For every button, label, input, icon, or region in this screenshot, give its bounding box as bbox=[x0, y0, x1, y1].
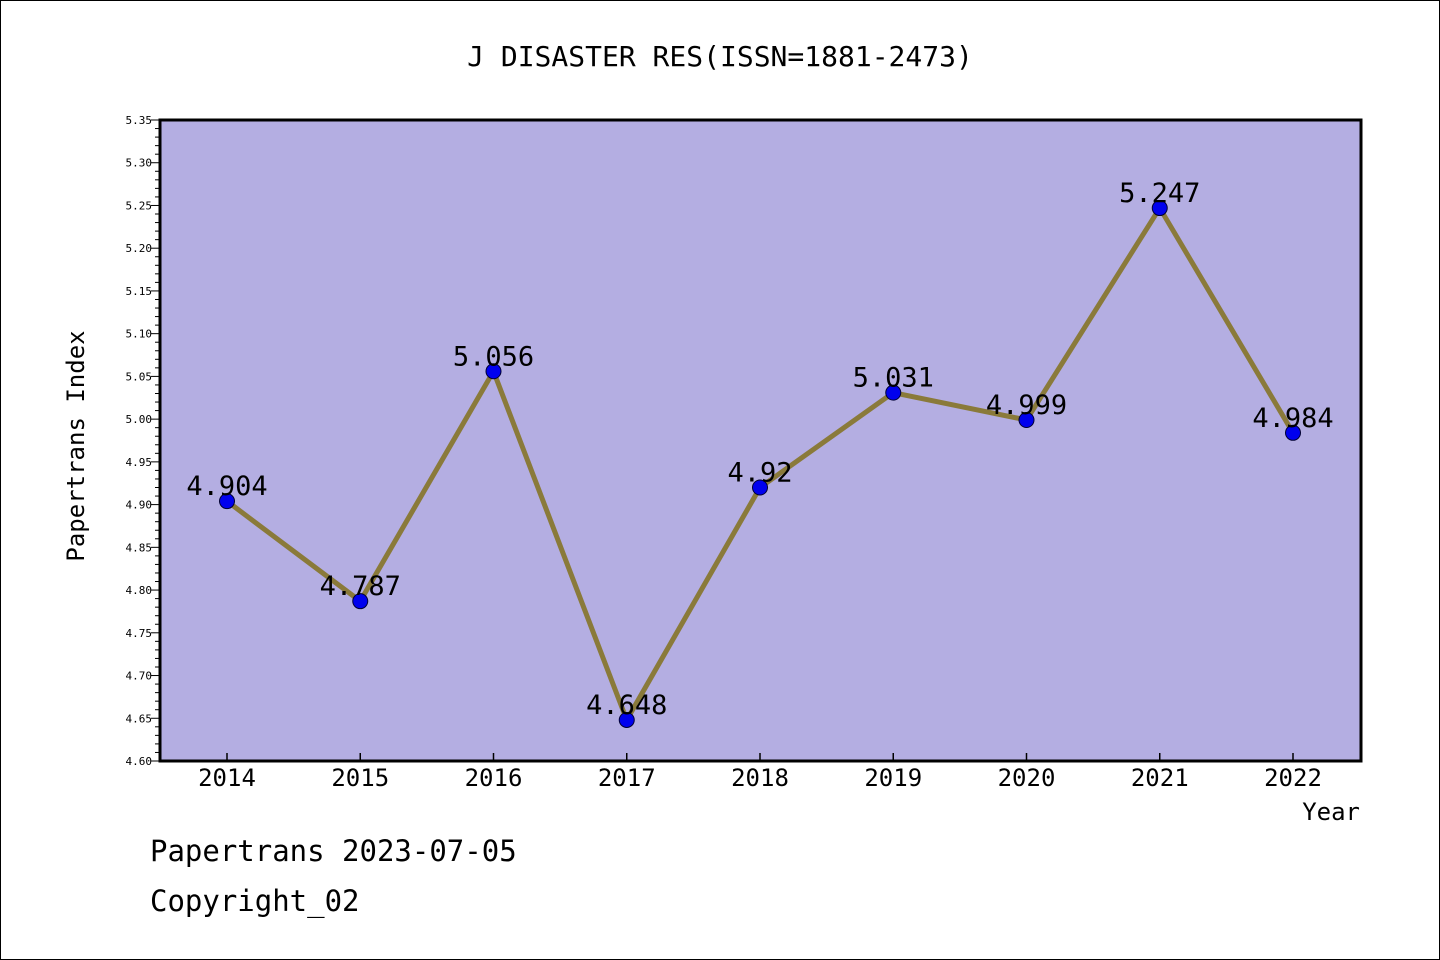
y-tick-label: 4.80 bbox=[126, 584, 153, 597]
data-point bbox=[352, 593, 369, 610]
x-tick-label: 2019 bbox=[864, 764, 922, 792]
data-point bbox=[885, 384, 902, 401]
x-tick-label: 2022 bbox=[1264, 764, 1322, 792]
chart-title: J DISASTER RES(ISSN=1881-2473) bbox=[467, 40, 973, 73]
x-tick-label: 2018 bbox=[731, 764, 789, 792]
data-label: 4.999 bbox=[986, 390, 1067, 421]
data-point bbox=[485, 363, 502, 380]
y-tick-label: 5.05 bbox=[126, 370, 153, 383]
y-tick-label: 5.35 bbox=[126, 114, 153, 127]
x-tick-label: 2015 bbox=[331, 764, 389, 792]
x-axis-label: Year bbox=[1302, 798, 1360, 826]
y-tick-label: 4.90 bbox=[126, 499, 153, 512]
y-tick-label: 4.75 bbox=[126, 627, 153, 640]
x-axis: 2014 2015 2016 2017 2018 2019 2020 2021 2022 bbox=[198, 753, 1322, 792]
y-tick-label: 4.70 bbox=[126, 670, 153, 683]
data-label: 4.984 bbox=[1252, 403, 1333, 434]
y-tick-label: 5.00 bbox=[126, 413, 153, 426]
y-tick-label: 4.85 bbox=[126, 541, 153, 554]
data-label: 4.904 bbox=[186, 471, 267, 502]
y-tick-label: 5.25 bbox=[126, 199, 153, 212]
data-point bbox=[1285, 424, 1301, 441]
data-label: 4.648 bbox=[586, 690, 667, 721]
y-tick-label: 4.95 bbox=[126, 456, 153, 469]
data-point bbox=[219, 493, 235, 510]
x-tick-label: 2016 bbox=[465, 764, 523, 792]
data-label: 4.787 bbox=[320, 571, 401, 602]
y-tick-label: 5.15 bbox=[126, 285, 153, 298]
x-tick-label: 2020 bbox=[998, 764, 1056, 792]
data-point bbox=[1018, 411, 1035, 428]
y-tick-label: 5.30 bbox=[126, 157, 153, 170]
y-tick-label: 4.60 bbox=[126, 755, 153, 768]
data-point bbox=[1151, 200, 1168, 217]
data-label: 4.92 bbox=[727, 458, 792, 489]
y-tick-label: 5.10 bbox=[126, 328, 153, 341]
y-axis-label: Papertrans Index bbox=[62, 330, 90, 561]
data-label: 5.247 bbox=[1119, 178, 1200, 209]
y-axis: 4.60 4.65 4.70 4.75 4.80 4.85 4.90 4.95 5.00 5.05… bbox=[126, 114, 160, 768]
footer-date: Papertrans 2023-07-05 bbox=[150, 834, 517, 868]
x-tick-label: 2017 bbox=[598, 764, 656, 792]
data-point bbox=[752, 479, 768, 496]
data-labels: 4.904 4.787 5.056 4.648 4.92 5.031 4.999 5.247 4… bbox=[186, 178, 1333, 721]
x-tick-label: 2014 bbox=[198, 764, 256, 792]
data-point bbox=[618, 711, 635, 728]
plot-area bbox=[158, 118, 1363, 763]
data-markers bbox=[219, 200, 1301, 728]
x-tick-label: 2021 bbox=[1131, 764, 1189, 792]
data-label: 5.031 bbox=[853, 363, 934, 394]
data-label: 5.056 bbox=[453, 341, 534, 372]
y-tick-label: 4.65 bbox=[126, 712, 153, 725]
y-tick-label: 5.20 bbox=[126, 242, 153, 255]
footer-copyright: Copyright_02 bbox=[150, 884, 360, 918]
